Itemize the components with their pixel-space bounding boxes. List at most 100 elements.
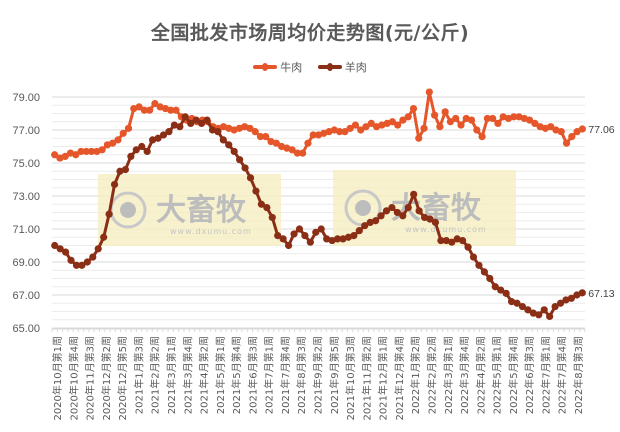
data-point[interactable] [77,147,85,156]
data-point[interactable] [263,203,271,212]
data-point[interactable] [568,133,576,141]
data-point[interactable] [124,124,133,132]
data-point[interactable] [525,116,534,124]
data-point[interactable] [309,131,317,139]
data-point[interactable] [256,133,265,141]
data-point[interactable] [172,106,180,114]
data-point[interactable] [140,106,148,114]
data-point[interactable] [547,123,555,131]
data-point[interactable] [475,261,483,269]
data-point[interactable] [82,147,90,156]
data-point[interactable] [284,241,293,250]
data-point[interactable] [100,233,108,241]
data-point[interactable] [546,312,554,321]
data-point[interactable] [453,235,461,243]
data-point[interactable] [293,149,301,157]
data-point[interactable] [203,116,211,124]
data-point[interactable] [510,113,518,121]
data-point[interactable] [448,238,456,246]
data-point[interactable] [464,243,472,251]
data-point[interactable] [306,238,314,246]
data-point[interactable] [78,261,86,269]
data-point[interactable] [573,291,581,299]
data-point[interactable] [246,174,255,182]
data-point[interactable] [132,146,140,154]
data-point[interactable] [149,136,157,144]
data-point[interactable] [170,121,178,129]
data-point[interactable] [489,114,497,123]
legend-item-mutton[interactable]: 羊肉 [317,59,367,75]
data-point[interactable] [192,116,200,124]
data-point[interactable] [494,119,502,127]
data-point[interactable] [459,236,467,245]
data-point[interactable] [154,134,162,142]
data-point[interactable] [51,241,59,250]
data-point[interactable] [399,116,407,124]
data-point[interactable] [312,228,320,236]
data-point[interactable] [486,274,494,283]
data-point[interactable] [483,114,491,123]
data-point[interactable] [452,114,460,123]
data-point[interactable] [478,133,486,141]
data-point[interactable] [61,248,70,256]
data-point[interactable] [430,111,439,119]
data-point[interactable] [404,203,412,212]
data-point[interactable] [121,166,130,174]
data-point[interactable] [350,232,358,240]
data-point[interactable] [562,296,570,304]
data-point[interactable] [372,217,380,225]
data-point[interactable] [336,128,344,136]
data-point[interactable] [415,207,423,215]
data-point[interactable] [268,213,276,222]
data-point[interactable] [181,113,189,121]
data-point[interactable] [441,108,449,116]
data-point[interactable] [420,124,428,132]
data-point[interactable] [366,218,374,226]
data-point[interactable] [529,309,537,317]
data-point[interactable] [344,233,353,241]
data-point[interactable] [197,119,206,127]
data-point[interactable] [274,232,282,240]
data-point[interactable] [409,104,418,113]
data-point[interactable] [431,218,440,226]
data-point[interactable] [436,123,444,131]
data-point[interactable] [208,126,217,134]
data-point[interactable] [61,152,69,160]
data-point[interactable] [388,203,396,212]
data-point[interactable] [167,106,175,114]
data-point[interactable] [51,151,59,159]
data-point[interactable] [382,207,391,215]
data-point[interactable] [219,136,227,144]
data-point[interactable] [225,141,233,149]
data-point[interactable] [415,134,423,142]
data-point[interactable] [513,299,521,307]
data-point[interactable] [420,213,429,222]
data-point[interactable] [346,124,354,132]
data-point[interactable] [437,236,445,245]
data-point[interactable] [127,152,135,160]
data-point[interactable] [105,210,113,218]
data-point[interactable] [410,190,418,198]
data-point[interactable] [67,256,75,264]
data-point[interactable] [446,118,455,126]
legend-item-beef[interactable]: 牛肉 [253,59,302,75]
data-point[interactable] [551,302,559,311]
data-point[interactable] [279,235,287,243]
data-point[interactable] [469,253,478,261]
data-point[interactable] [143,147,151,156]
data-point[interactable] [355,227,363,235]
data-point[interactable] [89,253,97,261]
data-point[interactable] [272,139,280,147]
data-point[interactable] [114,136,122,144]
data-point[interactable] [230,147,238,156]
data-point[interactable] [333,235,342,243]
data-point[interactable] [507,298,516,306]
data-point[interactable] [351,121,360,129]
data-point[interactable] [328,236,336,245]
data-point[interactable] [246,124,254,132]
data-point[interactable] [257,200,265,208]
data-point[interactable] [393,208,401,217]
data-point[interactable] [557,128,565,136]
data-point[interactable] [165,128,173,136]
data-point[interactable] [290,230,298,238]
